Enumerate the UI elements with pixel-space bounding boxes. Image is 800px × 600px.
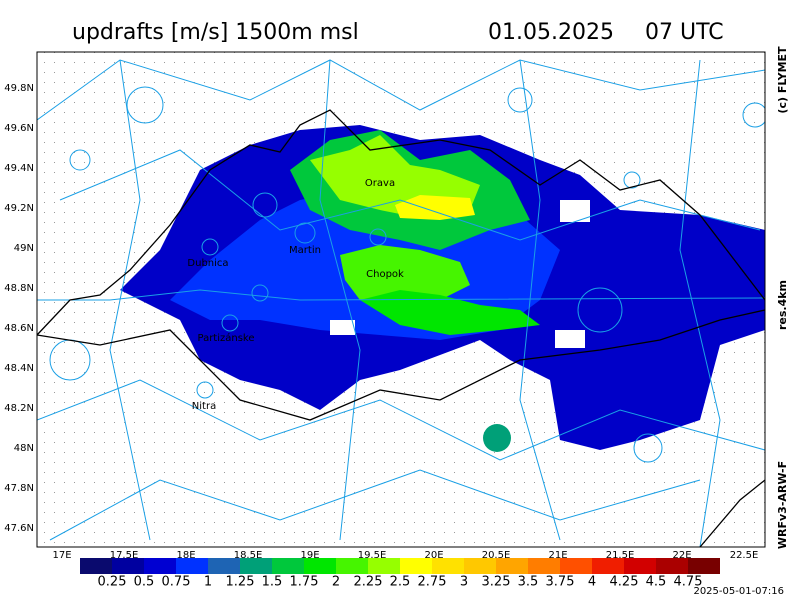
colorbar-swatch xyxy=(80,558,112,574)
updraft-area xyxy=(483,424,511,452)
place-label: Nitra xyxy=(192,401,216,412)
colorbar-label: 1.5 xyxy=(262,575,283,590)
lon-label: 19.5E xyxy=(358,550,387,561)
lat-label: 48.2N xyxy=(4,403,34,414)
map-frame xyxy=(36,51,766,548)
colorbar-label: 3.5 xyxy=(518,575,539,590)
place-label: Partizánske xyxy=(197,332,254,344)
colorbar-swatch xyxy=(688,558,720,574)
generated: 49.8N 49.6N 49.4N 49.2N 49N 48.8N 48.6N 48.4N 48… xyxy=(4,83,758,590)
colorbar-swatch xyxy=(432,558,464,574)
colorbar-label: 3 xyxy=(460,575,468,590)
place-label: Dubnica xyxy=(187,258,228,269)
lat-label: 48.6N xyxy=(4,323,34,334)
updraft-area xyxy=(360,290,540,335)
colorbar-label: 4.75 xyxy=(674,575,703,590)
colorbar-swatch xyxy=(368,558,400,574)
lon-label: 22.5E xyxy=(730,550,759,561)
lon-label: 17.5E xyxy=(110,550,139,561)
colorbar-label: 0.75 xyxy=(162,575,191,590)
colorbar-swatch xyxy=(656,558,688,574)
date: 01.05.2025 xyxy=(488,20,614,45)
colorbar-label: 2.75 xyxy=(418,575,447,590)
colorbar-label: 2.25 xyxy=(354,575,383,590)
colorbar-swatch xyxy=(176,558,208,574)
gap xyxy=(560,200,590,222)
lon-label: 20.5E xyxy=(482,550,511,561)
updraft-area xyxy=(340,245,470,310)
lon-label: 22E xyxy=(672,550,691,561)
colorbar-swatch xyxy=(304,558,336,574)
lat-label: 49.8N xyxy=(4,83,34,94)
airspace-lines xyxy=(37,59,765,547)
lat-label: 48N xyxy=(14,443,34,454)
model: WRFv3-ARW-F xyxy=(776,461,789,549)
colorbar-label: 4.25 xyxy=(610,575,639,590)
lat-label: 49.6N xyxy=(4,123,34,134)
lon-label: 18E xyxy=(176,550,195,561)
colorbar-label: 2 xyxy=(332,575,340,590)
colorbar-label: 0.25 xyxy=(98,575,127,590)
colorbar-label: 0.5 xyxy=(134,575,155,590)
colorbar-swatch xyxy=(112,558,144,574)
lon-label: 21E xyxy=(548,550,567,561)
place-label: Chopok xyxy=(366,269,404,280)
place-label: Martin xyxy=(289,245,321,256)
colorbar-swatch xyxy=(624,558,656,574)
colorbar-swatch xyxy=(240,558,272,574)
lon-label: 20E xyxy=(424,550,443,561)
resolution: res.4km xyxy=(776,280,789,330)
colorbar-label: 3.25 xyxy=(482,575,511,590)
colorbar-swatch xyxy=(208,558,240,574)
time: 07 UTC xyxy=(645,20,724,45)
colorbar-label: 3.75 xyxy=(546,575,575,590)
gap xyxy=(330,320,355,335)
colorbar-label: 1.75 xyxy=(290,575,319,590)
lat-label: 49.2N xyxy=(4,203,34,214)
colorbar-swatch xyxy=(496,558,528,574)
gap xyxy=(555,330,585,348)
colorbar-swatch xyxy=(144,558,176,574)
lat-label: 47.6N xyxy=(4,523,34,534)
map-area xyxy=(37,52,765,547)
colorbar-swatch xyxy=(464,558,496,574)
lat-label: 48.8N xyxy=(4,283,34,294)
colorbar-label: 2.5 xyxy=(390,575,411,590)
colorbar-swatch xyxy=(592,558,624,574)
colorbar-swatch xyxy=(560,558,592,574)
place-label: Orava xyxy=(365,178,395,189)
colorbar-swatch xyxy=(272,558,304,574)
colorbar-swatch xyxy=(528,558,560,574)
colorbar-swatch xyxy=(400,558,432,574)
lon-label: 21.5E xyxy=(606,550,635,561)
lat-label: 48.4N xyxy=(4,363,34,374)
colorbar-label: 4.5 xyxy=(646,575,667,590)
updraft-area xyxy=(395,195,475,220)
colorbar-label: 4 xyxy=(588,575,596,590)
lat-label: 49N xyxy=(14,243,34,254)
lat-label: 47.8N xyxy=(4,483,34,494)
lon-label: 18.5E xyxy=(234,550,263,561)
copyright: (c) FLYMET xyxy=(776,46,789,114)
colorbar-label: 1.25 xyxy=(226,575,255,590)
timestamp: 2025-05-01-07:16 xyxy=(693,586,784,597)
country-border xyxy=(37,109,765,547)
lon-label: 17E xyxy=(52,550,71,561)
lon-label: 19E xyxy=(300,550,319,561)
lat-label: 49.4N xyxy=(4,163,34,174)
title: updrafts [m/s] 1500m msl xyxy=(72,20,359,45)
colorbar-label: 1 xyxy=(204,575,212,590)
colorbar-swatch xyxy=(336,558,368,574)
